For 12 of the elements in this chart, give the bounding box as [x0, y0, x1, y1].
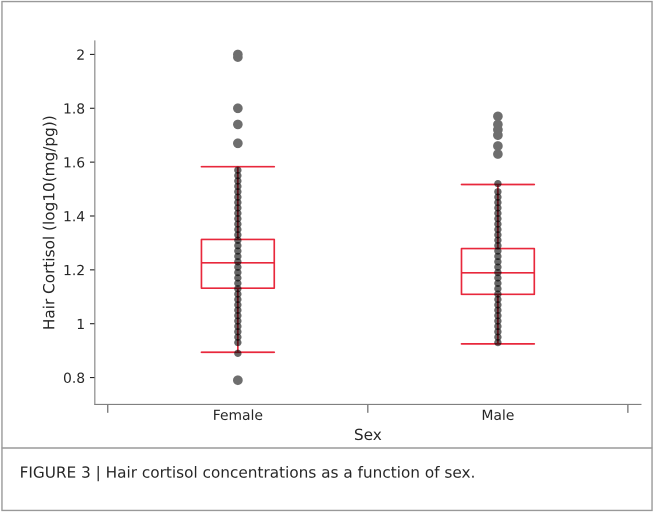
y-tick-label: 1 — [78, 318, 84, 329]
x-tick-label: Male — [482, 409, 514, 420]
y-axis-title: Hair Cortisol (log10(mg/pg)) — [42, 116, 58, 329]
x-axis-title: Sex — [354, 428, 382, 440]
caption: FIGURE 3 | Hair cortisol concentrations as a function of sex. — [21, 466, 474, 482]
y-tick-label: 1.2 — [64, 264, 84, 276]
y-tick-label: 1.6 — [64, 157, 84, 168]
y-tick-label: 1.4 — [64, 211, 84, 222]
y-tick-label: 0.8 — [64, 372, 84, 384]
y-tick-label: 1.8 — [64, 103, 84, 114]
y-tick-label: 2 — [77, 49, 84, 60]
x-tick-label: Female — [214, 409, 262, 420]
